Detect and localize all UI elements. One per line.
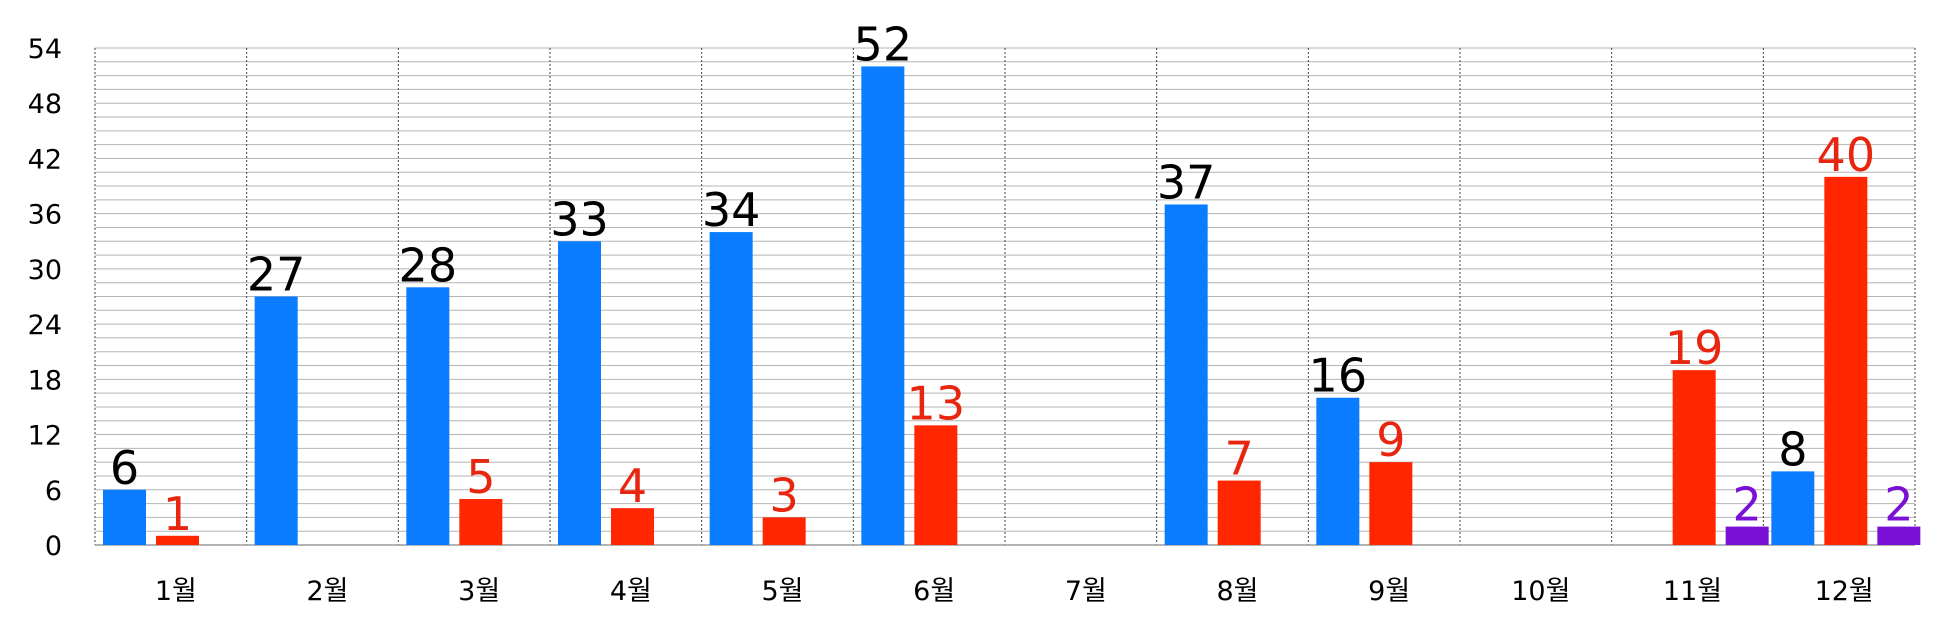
bars <box>103 66 1921 546</box>
data-label: 27 <box>247 248 306 302</box>
x-tick-label: 9월 <box>1368 576 1410 607</box>
data-label: 6 <box>110 441 139 495</box>
bar <box>459 498 503 545</box>
y-tick-label: 6 <box>45 476 62 507</box>
y-tick-label: 18 <box>28 365 62 396</box>
bar <box>861 66 905 545</box>
bar <box>1672 370 1716 545</box>
bar <box>558 241 601 545</box>
y-tick-label: 24 <box>28 310 62 341</box>
bar <box>1217 480 1261 545</box>
bar <box>1164 204 1208 546</box>
x-tick-label: 7월 <box>1065 576 1107 607</box>
data-label: 16 <box>1309 349 1368 403</box>
data-label: 4 <box>618 459 647 513</box>
y-tick-label: 12 <box>28 421 62 452</box>
data-label: 1 <box>163 487 192 541</box>
y-tick-label: 36 <box>28 200 62 231</box>
data-label: 13 <box>907 376 966 430</box>
data-label: 3 <box>770 468 799 522</box>
x-tick-label: 4월 <box>610 576 652 607</box>
y-axis: 0 6 12 18 24 30 36 42 48 54 <box>28 34 62 562</box>
data-label: 7 <box>1225 432 1254 486</box>
x-tick-label: 11월 <box>1663 576 1722 607</box>
data-label: 9 <box>1376 413 1405 467</box>
y-tick-label: 0 <box>45 531 62 562</box>
bar <box>611 508 654 545</box>
data-label: 2 <box>1733 478 1762 532</box>
bar <box>254 296 298 545</box>
data-label: 19 <box>1665 321 1724 375</box>
x-axis: 1월 2월 3월 4월 5월 6월 7월 8월 9월 10월 11월 12월 <box>155 576 1874 607</box>
x-tick-label: 5월 <box>761 576 803 607</box>
bar <box>1824 176 1868 545</box>
bar <box>1369 462 1413 545</box>
data-label: 52 <box>854 17 913 71</box>
grid <box>94 47 1916 546</box>
y-tick-label: 30 <box>28 255 62 286</box>
bar <box>709 232 753 545</box>
x-tick-label: 2월 <box>306 576 348 607</box>
x-tick-label: 6월 <box>913 576 955 607</box>
data-label: 28 <box>399 238 458 292</box>
x-tick-label: 1월 <box>155 576 197 607</box>
y-tick-label: 48 <box>28 89 62 120</box>
bar <box>406 287 450 545</box>
data-label: 33 <box>550 192 609 246</box>
x-tick-label: 3월 <box>458 576 500 607</box>
data-label: 8 <box>1778 422 1807 476</box>
x-tick-label: 8월 <box>1216 576 1258 607</box>
x-tick-label: 12월 <box>1815 576 1874 607</box>
bar <box>156 535 199 545</box>
bar <box>1725 526 1769 545</box>
data-label: 37 <box>1157 155 1216 209</box>
y-tick-label: 42 <box>28 144 62 175</box>
bar <box>762 517 806 545</box>
bar <box>1877 526 1921 545</box>
data-label: 34 <box>702 183 761 237</box>
y-tick-label: 54 <box>28 34 62 65</box>
bar <box>914 425 958 545</box>
bar <box>1771 471 1815 545</box>
data-label: 40 <box>1817 128 1876 182</box>
bar <box>103 489 146 545</box>
data-label: 2 <box>1884 478 1913 532</box>
bar <box>1316 397 1360 545</box>
x-tick-label: 10월 <box>1511 576 1570 607</box>
data-label: 5 <box>466 450 495 504</box>
